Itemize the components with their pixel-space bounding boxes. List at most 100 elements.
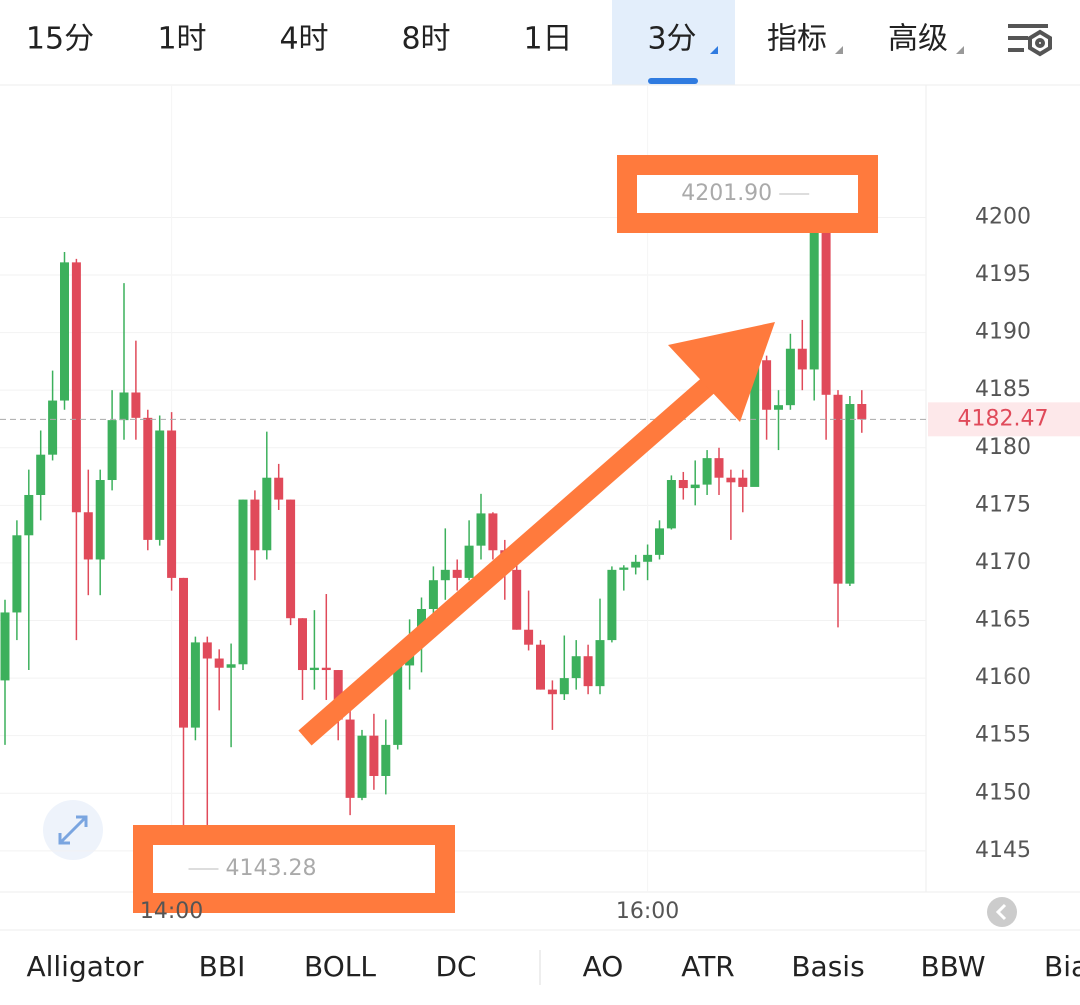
candle-body bbox=[464, 545, 474, 578]
candle-body bbox=[12, 535, 22, 613]
candle-body bbox=[750, 360, 760, 487]
tab[interactable]: 8时 bbox=[401, 22, 450, 57]
candle-body bbox=[321, 667, 331, 671]
indicator-tab[interactable]: DC bbox=[435, 950, 476, 983]
tab[interactable]: 4时 bbox=[279, 22, 328, 57]
candle-body bbox=[298, 618, 307, 671]
candle-body bbox=[119, 392, 129, 421]
tab[interactable]: 1时 bbox=[157, 22, 206, 57]
candle-body bbox=[48, 400, 58, 455]
candle-body bbox=[655, 528, 664, 555]
y-tick-label: 4195 bbox=[975, 262, 1031, 287]
indicator-tab[interactable]: BOLL bbox=[304, 950, 376, 983]
indicator-tab[interactable]: BBW bbox=[920, 950, 985, 983]
candle-body bbox=[547, 689, 557, 695]
dropdown-caret bbox=[956, 46, 964, 54]
candle-body bbox=[726, 477, 736, 483]
annotation-overlay bbox=[133, 155, 878, 913]
candle-body bbox=[524, 629, 534, 645]
candle-body bbox=[107, 420, 117, 481]
tab[interactable]: 3分 bbox=[647, 22, 696, 57]
last-price-label: 4182.47 bbox=[958, 406, 1049, 431]
candle-body bbox=[24, 494, 34, 536]
x-tick-label: 16:00 bbox=[616, 899, 679, 924]
candle-body bbox=[0, 612, 10, 681]
candle-body bbox=[678, 480, 688, 489]
candle-body bbox=[381, 744, 391, 776]
candle-body bbox=[286, 499, 296, 619]
candle-body bbox=[476, 513, 486, 546]
settings-icon[interactable] bbox=[1008, 24, 1052, 57]
dropdown-caret bbox=[710, 46, 718, 54]
low-label: 4143.28 bbox=[226, 856, 317, 881]
tab-selected-bg bbox=[612, 0, 735, 85]
candle-body bbox=[797, 348, 807, 370]
y-tick-label: 4200 bbox=[975, 204, 1031, 229]
candle-body bbox=[36, 454, 46, 495]
candle-body bbox=[83, 512, 93, 560]
indicator-tab[interactable]: Alligator bbox=[26, 950, 144, 983]
candle-body bbox=[179, 577, 188, 728]
candle-body bbox=[202, 642, 212, 659]
candle-body bbox=[833, 394, 843, 584]
y-tick-label: 4185 bbox=[975, 377, 1031, 402]
indicator-tab[interactable]: Bia bbox=[1044, 950, 1080, 983]
candle-body bbox=[71, 262, 81, 513]
y-tick-label: 4155 bbox=[975, 723, 1031, 748]
candle-body bbox=[607, 569, 617, 641]
candle-body bbox=[167, 430, 177, 578]
candle-body bbox=[309, 667, 319, 671]
tab[interactable]: 1日 bbox=[523, 22, 572, 57]
indicator-tab[interactable]: ATR bbox=[681, 950, 735, 983]
candle-body bbox=[512, 569, 522, 630]
candle-body bbox=[714, 458, 724, 478]
candle-body bbox=[571, 656, 581, 679]
indicator-tab[interactable]: BBI bbox=[199, 950, 246, 983]
candle-body bbox=[214, 658, 224, 668]
candle-body bbox=[369, 735, 379, 776]
y-tick-label: 4165 bbox=[975, 608, 1031, 633]
candle-body bbox=[452, 569, 462, 578]
candle-body bbox=[845, 404, 855, 584]
candle-body bbox=[738, 477, 748, 487]
tab[interactable]: 高级 bbox=[888, 22, 948, 57]
candle-body bbox=[226, 664, 236, 668]
tab-underline bbox=[648, 78, 698, 84]
high-label-bg bbox=[637, 175, 858, 213]
candle-body bbox=[60, 262, 69, 401]
candle-body bbox=[274, 477, 284, 500]
candle-body bbox=[393, 665, 403, 745]
candle-body bbox=[333, 670, 343, 720]
last-price-bg bbox=[928, 402, 1080, 437]
y-tick-label: 4150 bbox=[975, 780, 1031, 805]
candle-body bbox=[440, 569, 450, 581]
y-tick-label: 4175 bbox=[975, 492, 1031, 517]
candle-body bbox=[428, 580, 438, 609]
candle-body bbox=[785, 348, 795, 406]
candle-body bbox=[643, 554, 653, 562]
candle-body bbox=[238, 499, 248, 665]
candle-body bbox=[250, 499, 260, 551]
candle-body bbox=[559, 678, 569, 695]
candle-body bbox=[762, 360, 772, 410]
tab[interactable]: 15分 bbox=[26, 22, 94, 57]
back-icon[interactable] bbox=[987, 897, 1017, 927]
dropdown-caret bbox=[835, 46, 843, 54]
y-tick-label: 4170 bbox=[975, 550, 1031, 575]
candle-body bbox=[357, 735, 367, 798]
expand-icon[interactable] bbox=[43, 800, 103, 860]
y-tick-label: 4180 bbox=[975, 435, 1031, 460]
y-tick-label: 4160 bbox=[975, 665, 1031, 690]
indicator-tab[interactable]: Basis bbox=[791, 950, 864, 983]
candle-body bbox=[619, 567, 629, 570]
candle-body bbox=[488, 513, 498, 551]
y-tick-label: 4190 bbox=[975, 320, 1031, 345]
indicator-tab[interactable]: AO bbox=[583, 950, 624, 983]
candle-body bbox=[155, 430, 165, 540]
candle-body bbox=[95, 480, 105, 560]
candle-body bbox=[821, 232, 831, 395]
tab[interactable]: 指标 bbox=[767, 22, 827, 57]
high-label: 4201.90 bbox=[681, 181, 772, 206]
candle-body bbox=[690, 484, 700, 489]
